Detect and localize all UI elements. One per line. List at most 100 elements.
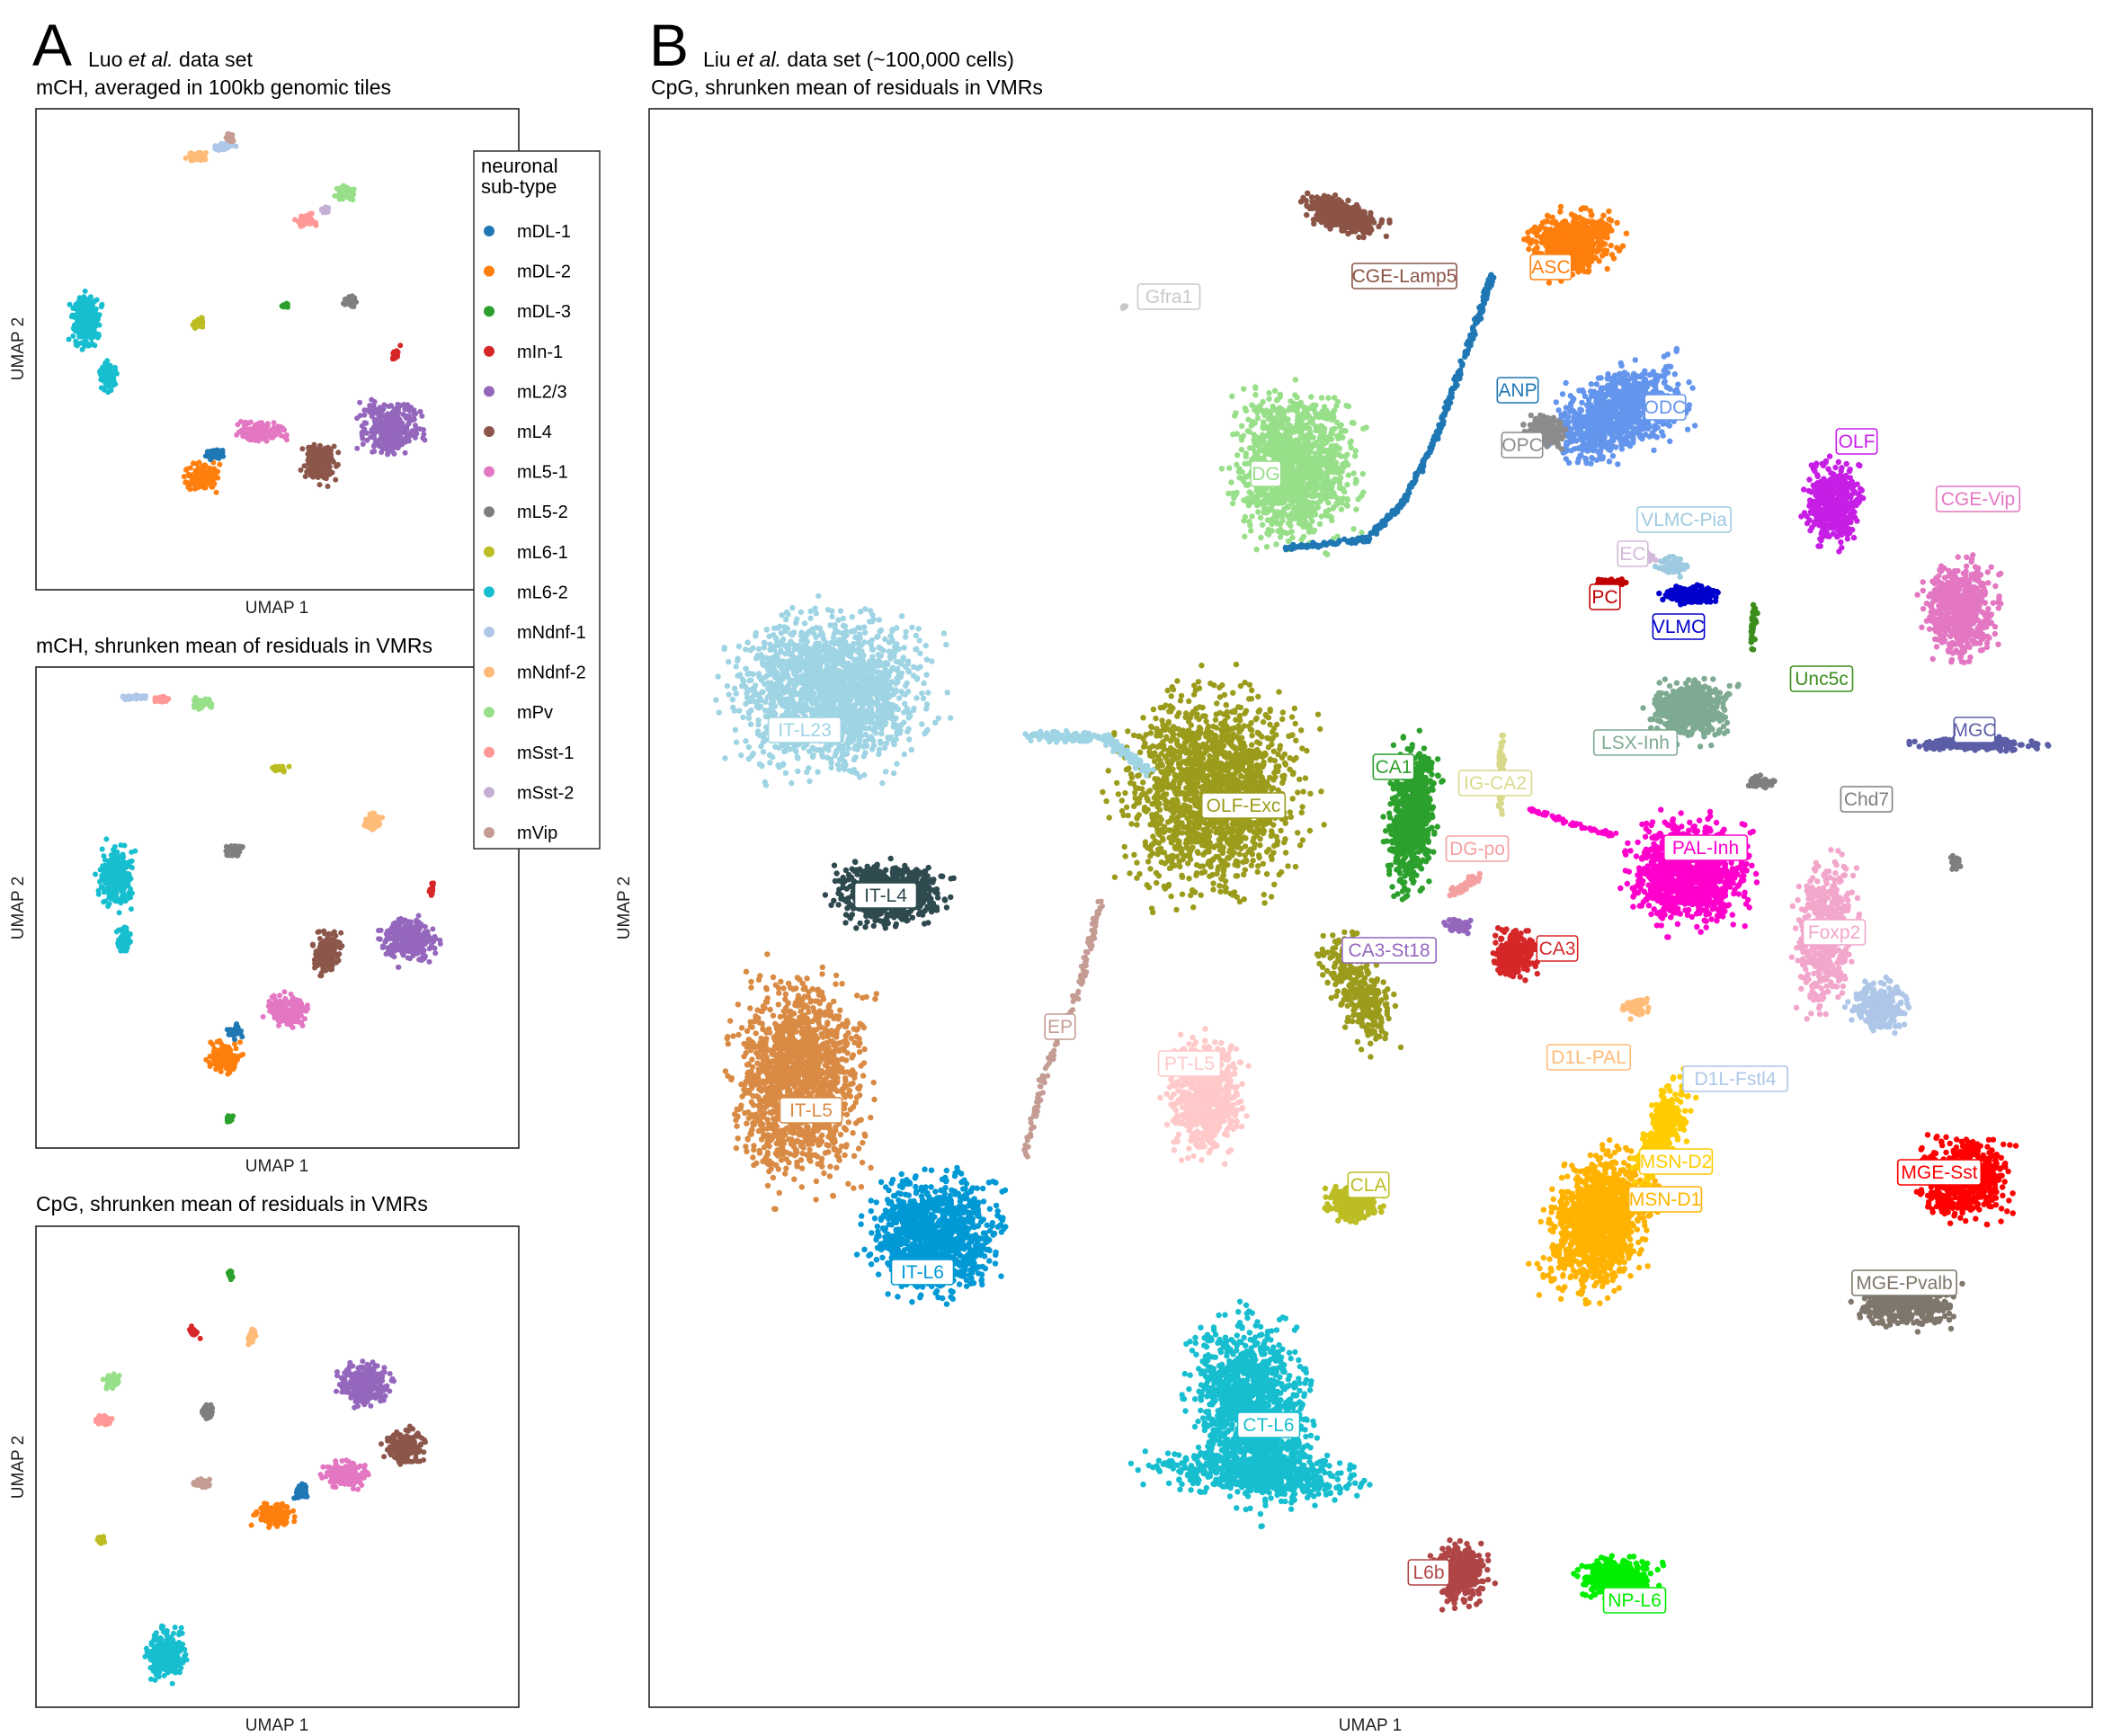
cluster-label-box bbox=[1157, 1050, 1222, 1077]
cluster-a3-vip bbox=[191, 1476, 212, 1491]
legend-swatch-mdl-1 bbox=[484, 226, 495, 236]
cluster-a1-dl2 bbox=[181, 459, 223, 495]
cluster-label-box bbox=[1652, 613, 1706, 640]
panel-a-header-italic: et al. bbox=[129, 48, 174, 71]
cluster-label-box bbox=[1351, 263, 1457, 289]
legend-swatch-ml2-3 bbox=[484, 386, 495, 397]
cluster-a3-l52 bbox=[200, 1402, 216, 1421]
cluster-b-ca3-st18-17 bbox=[1441, 916, 1474, 937]
cluster-label-text: OLF-Exc bbox=[1207, 796, 1281, 816]
cluster-a2-dl1 bbox=[224, 1021, 245, 1043]
cluster-b-chd7-b bbox=[1947, 852, 1964, 872]
cluster-label-opc: OPC bbox=[1501, 432, 1544, 458]
cluster-label-text: LSX-Inh bbox=[1601, 733, 1670, 753]
cluster-a2-ndnf2 bbox=[361, 810, 386, 832]
cluster-label-text: CA3-St18 bbox=[1348, 940, 1430, 961]
cluster-b-gfra1 bbox=[1119, 303, 1129, 312]
cluster-a1-l4 bbox=[298, 441, 342, 489]
cluster-a1-ndnf1 bbox=[212, 140, 239, 153]
cluster-label-foxp2: Foxp2 bbox=[1802, 919, 1867, 946]
cluster-a1-l62a bbox=[66, 288, 105, 352]
cluster-label-box bbox=[1496, 377, 1539, 404]
cluster-b-it-l5-11 bbox=[722, 951, 879, 1213]
cluster-label-text: L6b bbox=[1412, 1562, 1444, 1583]
cluster-label-box bbox=[853, 882, 918, 909]
cluster-b-d1l-pal-24 bbox=[1619, 995, 1652, 1022]
cluster-a2-l52 bbox=[223, 843, 245, 859]
cluster-label-ig-ca2: IG-CA2 bbox=[1457, 770, 1533, 797]
panel-a-letter: A bbox=[32, 12, 72, 78]
cluster-a3-pv bbox=[100, 1371, 122, 1392]
cluster-a3-l4 bbox=[379, 1423, 428, 1467]
cluster-b-cge-lamp5-0 bbox=[1297, 190, 1393, 241]
cluster-label-pc: PC bbox=[1589, 583, 1621, 610]
legend-label-mpv: mPv bbox=[517, 703, 553, 723]
cluster-label-text: MSN-D1 bbox=[1629, 1189, 1702, 1210]
legend-swatch-mdl-3 bbox=[484, 306, 495, 317]
legend-swatch-msst-1 bbox=[484, 746, 495, 758]
subplot-3-ylabel: UMAP 2 bbox=[9, 1436, 28, 1499]
cluster-label-np-l6: NP-L6 bbox=[1602, 1587, 1667, 1614]
cluster-b-olf-5 bbox=[1798, 453, 1867, 555]
cluster-label-box bbox=[1236, 1411, 1301, 1438]
legend-swatch-mndnf-1 bbox=[484, 627, 495, 637]
cluster-a1-ndnf2 bbox=[183, 149, 209, 164]
cluster-label-text: EP bbox=[1047, 1017, 1073, 1037]
cluster-b-anp-strand bbox=[1282, 272, 1497, 553]
panel-b-cluster-labels: Gfra1 CGE-Lamp5 ASC ANP ODC OPC DG OLF CGE-Vip VL… bbox=[767, 254, 2021, 1614]
cluster-label-box bbox=[1644, 394, 1687, 421]
legend-label-mndnf-1: mNdnf-1 bbox=[517, 623, 586, 643]
cluster-label-box bbox=[779, 1097, 843, 1124]
cluster-b-chd7-34 bbox=[1745, 772, 1778, 791]
legend-swatch-ml6-2 bbox=[484, 586, 495, 598]
cluster-label-text: Gfra1 bbox=[1145, 287, 1193, 307]
cluster-b-dg-po-38 bbox=[1447, 870, 1484, 899]
cluster-label-text: CT-L6 bbox=[1243, 1415, 1294, 1436]
cluster-label-d1l-fstl4: D1L-Fstl4 bbox=[1682, 1065, 1788, 1092]
cluster-label-box bbox=[1662, 834, 1749, 861]
subplot-3-frame bbox=[35, 1225, 520, 1708]
cluster-a1-pv bbox=[332, 183, 357, 203]
legend-swatch-msst-2 bbox=[484, 787, 495, 798]
cluster-a2-l62a bbox=[93, 836, 138, 916]
legend-swatch-mpv bbox=[484, 707, 495, 718]
subplot-1-ylabel: UMAP 2 bbox=[9, 317, 28, 380]
cluster-a2-l51 bbox=[260, 989, 311, 1030]
cluster-label-it-l5: IT-L5 bbox=[779, 1097, 843, 1124]
legend-swatch-ml5-2 bbox=[484, 506, 495, 518]
cluster-label-text: ANP bbox=[1498, 380, 1537, 401]
cluster-a1-sst2 bbox=[318, 204, 332, 216]
cluster-a3-dl2 bbox=[248, 1500, 298, 1530]
legend-swatch-ml5-1 bbox=[484, 466, 495, 477]
cluster-a3-l61 bbox=[94, 1534, 108, 1546]
panel-b-frame bbox=[648, 108, 2093, 1708]
cluster-label-dg-po: DG-po bbox=[1445, 835, 1510, 862]
cluster-label-text: Foxp2 bbox=[1808, 922, 1860, 943]
legend-swatch-ml4 bbox=[484, 426, 495, 437]
cluster-b-it-l6-12 bbox=[853, 1164, 1009, 1307]
cluster-label-box bbox=[1044, 1013, 1076, 1040]
cluster-label-text: CGE-Lamp5 bbox=[1352, 266, 1457, 287]
subplot-3-points bbox=[93, 1268, 428, 1687]
cluster-label-text: IG-CA2 bbox=[1464, 773, 1527, 794]
cluster-label-text: IT-L4 bbox=[864, 886, 907, 906]
cluster-label-box bbox=[1617, 540, 1649, 567]
cluster-label-box bbox=[1250, 460, 1282, 487]
legend-label-mvip: mVip bbox=[517, 823, 557, 843]
cluster-a2-ndnf1 bbox=[120, 692, 149, 703]
cluster-b-cge-vip-6 bbox=[1914, 552, 2004, 666]
cluster-label-cla: CLA bbox=[1347, 1171, 1390, 1198]
cluster-a1-dl3 bbox=[279, 300, 290, 310]
cluster-a2-l4 bbox=[309, 928, 345, 979]
cluster-label-text: CLA bbox=[1350, 1175, 1387, 1196]
panel-b-xlabel: UMAP 1 bbox=[1339, 1716, 1402, 1735]
cluster-label-box bbox=[1627, 1186, 1703, 1213]
cluster-label-pt-l5: PT-L5 bbox=[1157, 1050, 1222, 1077]
cluster-label-text: IT-L5 bbox=[789, 1100, 833, 1121]
cluster-label-mge-sst: MGE-Sst bbox=[1896, 1159, 1983, 1186]
cluster-a1-l23 bbox=[354, 396, 428, 458]
legend-label-msst-2: mSst-2 bbox=[517, 783, 574, 803]
legend-box bbox=[473, 150, 601, 850]
cluster-label-box bbox=[1802, 919, 1867, 946]
legend-title-line2: sub-type bbox=[481, 175, 557, 198]
